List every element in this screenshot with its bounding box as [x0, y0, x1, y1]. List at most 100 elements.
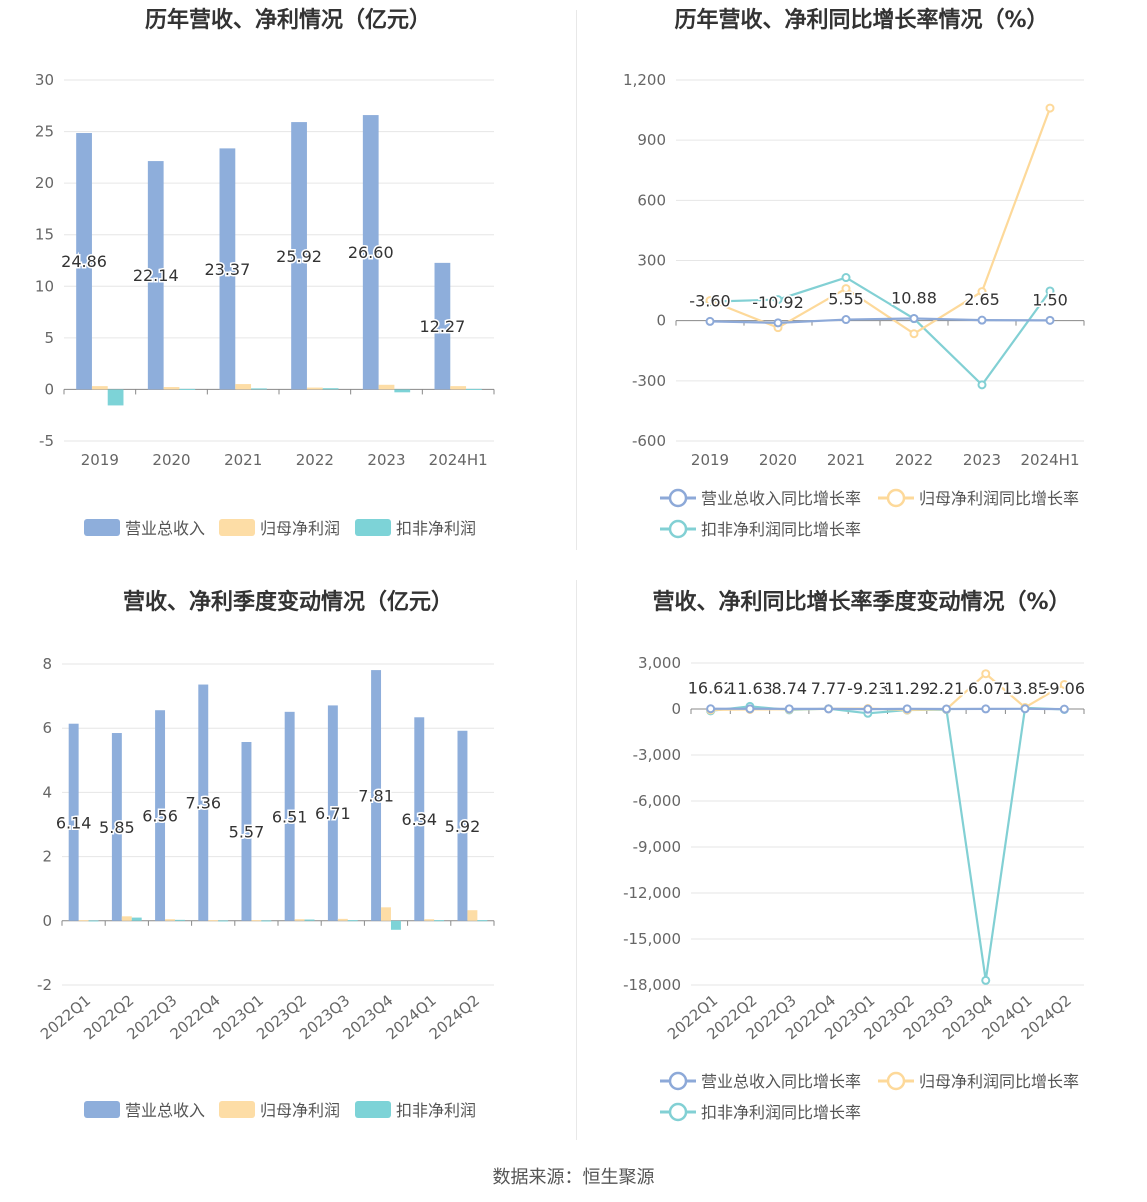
- legend-swatch: [355, 519, 391, 536]
- legend-label: 归母净利润同比增长率: [919, 1072, 1079, 1091]
- x-tick-label: 2023: [367, 451, 405, 469]
- y-tick-label: 0: [656, 312, 666, 330]
- panel-quarterly-amount: 营收、净利季度变动情况（亿元） -2 0 2 4 6 8 2022Q1 2022Q2 2022Q…: [0, 582, 576, 1152]
- series-point: [745, 704, 755, 714]
- legend-item: 营业总收入同比增长率: [660, 488, 861, 508]
- quarterly-amount-chart: -2024682022Q12022Q22022Q32022Q42023Q1202…: [37, 655, 495, 1120]
- y-tick-label: 1,200: [623, 71, 666, 89]
- panel-annual-growth: 历年营收、净利同比增长率情况（%） -600 -300 0 300 600 900 1,20…: [576, 0, 1147, 560]
- data-label: 6.56: [142, 807, 178, 826]
- x-tick-label: 2021: [827, 451, 865, 469]
- legend-label: 扣非净利润: [396, 519, 476, 538]
- data-label: 6.34: [401, 810, 437, 829]
- data-label: 10.88: [891, 288, 937, 307]
- x-tick-label: 2019: [691, 451, 729, 469]
- series-point: [941, 704, 951, 714]
- series-point: [841, 315, 851, 325]
- y-tick-label: -300: [632, 372, 666, 390]
- series-point: [773, 295, 783, 305]
- series-point: [977, 380, 987, 390]
- y-tick-label: 20: [35, 174, 54, 192]
- series-point: [705, 296, 715, 306]
- data-label: 26.60: [348, 243, 394, 262]
- bar: [155, 710, 166, 921]
- bar: [111, 733, 122, 921]
- legend-marker: [668, 1102, 688, 1122]
- data-label: 5.57: [229, 822, 265, 841]
- x-tick-label: 2024H1: [429, 451, 488, 469]
- y-tick-label: -9,000: [633, 838, 681, 856]
- series-point: [1045, 315, 1055, 325]
- series-point: [705, 316, 715, 326]
- y-tick-label: -2: [37, 976, 52, 994]
- data-label: -9.23: [847, 679, 888, 698]
- y-tick-label: -12,000: [623, 884, 681, 902]
- y-tick-label: 8: [42, 655, 52, 673]
- bar: [306, 387, 323, 390]
- legend-swatch: [84, 1101, 120, 1118]
- bar: [219, 148, 236, 390]
- bar: [208, 920, 219, 922]
- bar: [347, 920, 358, 922]
- legend-label: 扣非净利润同比增长率: [701, 1103, 861, 1122]
- data-label: 11.29: [884, 679, 930, 698]
- bar: [424, 919, 435, 921]
- bar: [394, 389, 411, 393]
- legend-marker: [668, 519, 688, 539]
- bar: [165, 919, 175, 921]
- bar: [378, 384, 395, 390]
- legend-item: 营业总收入: [84, 519, 205, 538]
- legend-label: 营业总收入同比增长率: [701, 489, 861, 508]
- legend-item: 扣非净利润: [355, 1101, 476, 1120]
- annual-amount-chart: -5 0 5 10 15 20 25 30 2019 2020 2021 2022 2023 2024H1…: [35, 71, 495, 538]
- legend-item: 扣非净利润: [355, 519, 476, 538]
- bar: [76, 133, 92, 390]
- data-label: 16.62: [688, 679, 734, 698]
- bar: [107, 389, 124, 406]
- bar: [434, 262, 451, 390]
- chart-title: 营收、净利同比增长率季度变动情况（%）: [652, 590, 1071, 615]
- y-tick-label: 4: [42, 783, 52, 801]
- bar: [131, 917, 142, 921]
- bar: [381, 907, 391, 921]
- bar: [251, 920, 262, 922]
- bar: [147, 161, 164, 390]
- series-line: [709, 276, 1051, 387]
- x-tick-label: 2022: [296, 451, 334, 469]
- legend-item: 营业总收入: [84, 1101, 205, 1120]
- quarterly-growth-chart: -18,000 -15,000 -12,000 -9,000 -6,000 -3,000 0…: [623, 654, 1086, 1122]
- series-point: [1045, 103, 1055, 113]
- legend-item: 归母净利润同比增长率: [878, 488, 1079, 508]
- series-point: [1059, 704, 1069, 714]
- y-tick-label: -18,000: [623, 976, 681, 994]
- series-point: [1020, 704, 1030, 714]
- legend-item: 归母净利润同比增长率: [878, 1071, 1079, 1091]
- bar: [390, 920, 401, 930]
- data-label: 5.85: [99, 818, 135, 837]
- legend-label: 归母净利润: [260, 519, 340, 538]
- series-point: [824, 704, 834, 714]
- legend-marker: [668, 488, 688, 508]
- series-point: [977, 287, 987, 297]
- legend-label: 扣非净利润: [396, 1101, 476, 1120]
- y-tick-label: 0: [42, 912, 52, 930]
- y-tick-label: -3,000: [633, 746, 681, 764]
- legend-swatch: [219, 519, 255, 536]
- series-point: [706, 704, 716, 714]
- bar: [327, 705, 338, 921]
- vertical-divider-bottom: [576, 580, 577, 1140]
- legend-item: 归母净利润: [219, 1101, 340, 1120]
- bar: [322, 388, 339, 390]
- series-point: [981, 975, 991, 985]
- series-point: [981, 704, 991, 714]
- y-tick-label: 0: [671, 700, 681, 718]
- y-tick-label: 10: [35, 277, 54, 295]
- y-tick-label: 2: [42, 848, 52, 866]
- y-tick-label: 600: [637, 191, 666, 209]
- bar: [179, 388, 196, 390]
- bar: [337, 918, 348, 921]
- y-tick-label: 30: [35, 71, 54, 89]
- series-point: [841, 284, 851, 294]
- data-label: 7.77: [811, 679, 847, 698]
- bar: [304, 919, 315, 921]
